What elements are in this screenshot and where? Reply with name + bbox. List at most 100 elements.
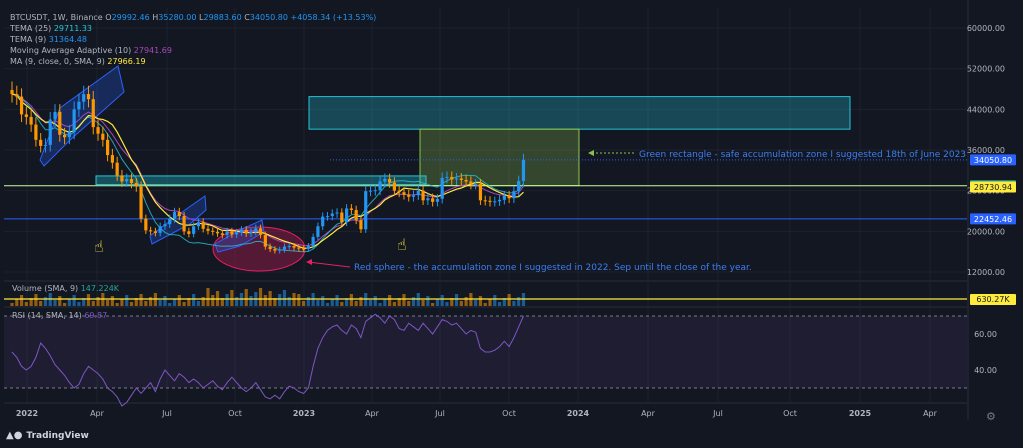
volume-bar[interactable]: [478, 296, 483, 306]
volume-bar[interactable]: [512, 301, 516, 306]
candle-body[interactable]: [282, 246, 287, 250]
candle-body[interactable]: [172, 212, 177, 219]
candle-body[interactable]: [464, 179, 468, 182]
volume-bar[interactable]: [201, 297, 205, 306]
cyan-support-zone[interactable]: [95, 175, 427, 186]
candle-body[interactable]: [483, 200, 487, 202]
volume-bar[interactable]: [349, 294, 353, 306]
candle-body[interactable]: [388, 178, 392, 183]
candle-body[interactable]: [62, 134, 67, 138]
candle-body[interactable]: [86, 94, 91, 100]
candle-body[interactable]: [330, 213, 334, 217]
candle-body[interactable]: [168, 218, 172, 225]
candle-body[interactable]: [521, 159, 526, 182]
candle-body[interactable]: [39, 139, 43, 146]
candle-body[interactable]: [249, 231, 253, 234]
volume-bar[interactable]: [464, 297, 468, 306]
volume-bar[interactable]: [206, 288, 210, 306]
indicator-tema-9[interactable]: TEMA (9) 31364.48: [10, 34, 376, 45]
candle-body[interactable]: [378, 181, 382, 191]
candle-body[interactable]: [340, 212, 344, 223]
volume-bar[interactable]: [474, 300, 478, 306]
volume-bar[interactable]: [507, 294, 511, 306]
volume-bar[interactable]: [282, 290, 287, 306]
volume-bar[interactable]: [125, 295, 129, 306]
volume-bar[interactable]: [297, 294, 301, 306]
volume-bar[interactable]: [388, 295, 392, 306]
volume-bar[interactable]: [378, 303, 382, 306]
candle-body[interactable]: [278, 249, 282, 251]
candle-body[interactable]: [10, 90, 14, 95]
candle-body[interactable]: [91, 99, 95, 128]
volume-bar[interactable]: [15, 299, 19, 306]
candle-body[interactable]: [292, 246, 296, 248]
candle-body[interactable]: [201, 222, 205, 229]
volume-bar[interactable]: [134, 298, 138, 306]
candle-body[interactable]: [454, 178, 459, 180]
candle-body[interactable]: [258, 228, 263, 235]
candle-body[interactable]: [129, 178, 134, 184]
candle-body[interactable]: [29, 116, 33, 125]
volume-bar[interactable]: [287, 297, 291, 306]
candle-body[interactable]: [239, 229, 244, 233]
candle-body[interactable]: [15, 94, 19, 97]
candle-body[interactable]: [254, 228, 258, 232]
volume-bar[interactable]: [340, 302, 344, 306]
volume-bar[interactable]: [497, 302, 502, 306]
green-accumulation-zone[interactable]: [419, 128, 580, 187]
candle-body[interactable]: [297, 247, 301, 249]
candle-body[interactable]: [359, 220, 363, 230]
volume-bar[interactable]: [273, 298, 277, 306]
candle-body[interactable]: [24, 114, 28, 117]
volume-bar[interactable]: [278, 294, 282, 306]
volume-bar[interactable]: [459, 301, 463, 306]
volume-bar[interactable]: [368, 300, 373, 306]
volume-bar[interactable]: [359, 297, 363, 306]
candle-body[interactable]: [512, 191, 516, 199]
candle-body[interactable]: [19, 96, 24, 115]
volume-bar[interactable]: [177, 295, 181, 306]
volume-bar[interactable]: [431, 303, 435, 306]
volume-bar[interactable]: [407, 301, 411, 306]
volume-bar[interactable]: [211, 295, 215, 306]
candle-body[interactable]: [421, 190, 425, 201]
volume-bar[interactable]: [225, 294, 229, 306]
candle-body[interactable]: [478, 184, 483, 201]
volume-bar[interactable]: [24, 302, 28, 306]
volume-bar[interactable]: [29, 298, 33, 306]
volume-bar[interactable]: [335, 295, 339, 306]
volume-bar[interactable]: [182, 302, 186, 306]
volume-bar[interactable]: [445, 302, 449, 306]
candle-body[interactable]: [58, 111, 62, 135]
candle-body[interactable]: [34, 124, 38, 140]
volume-bar[interactable]: [72, 295, 76, 306]
candle-body[interactable]: [426, 198, 430, 201]
tradingview-brand[interactable]: ▲● TradingView: [6, 430, 89, 441]
candle-body[interactable]: [101, 133, 105, 140]
volume-bar[interactable]: [450, 298, 454, 306]
indicator-ma-9[interactable]: MA (9, close, 0, SMA, 9) 27966.19: [10, 56, 376, 67]
candle-body[interactable]: [192, 226, 196, 234]
candle-body[interactable]: [440, 177, 444, 199]
candle-body[interactable]: [411, 195, 416, 197]
candle-body[interactable]: [230, 231, 234, 235]
candle-body[interactable]: [115, 162, 119, 176]
candle-body[interactable]: [287, 246, 291, 248]
volume-bar[interactable]: [67, 299, 71, 306]
volume-bar[interactable]: [373, 296, 377, 306]
candle-body[interactable]: [82, 94, 86, 102]
candle-body[interactable]: [311, 236, 315, 247]
red-annotation-arrow[interactable]: [307, 261, 351, 268]
volume-bar[interactable]: [144, 301, 148, 306]
symbol-label[interactable]: BTCUSDT, 1W, Binance: [10, 13, 103, 22]
volume-bar[interactable]: [86, 294, 91, 306]
volume-bar[interactable]: [517, 297, 521, 306]
candle-body[interactable]: [144, 218, 148, 231]
volume-bar[interactable]: [397, 298, 401, 306]
candle-body[interactable]: [445, 176, 449, 178]
candle-body[interactable]: [153, 231, 157, 233]
candle-body[interactable]: [158, 226, 162, 233]
volume-bar[interactable]: [115, 303, 119, 306]
candle-body[interactable]: [459, 178, 463, 180]
